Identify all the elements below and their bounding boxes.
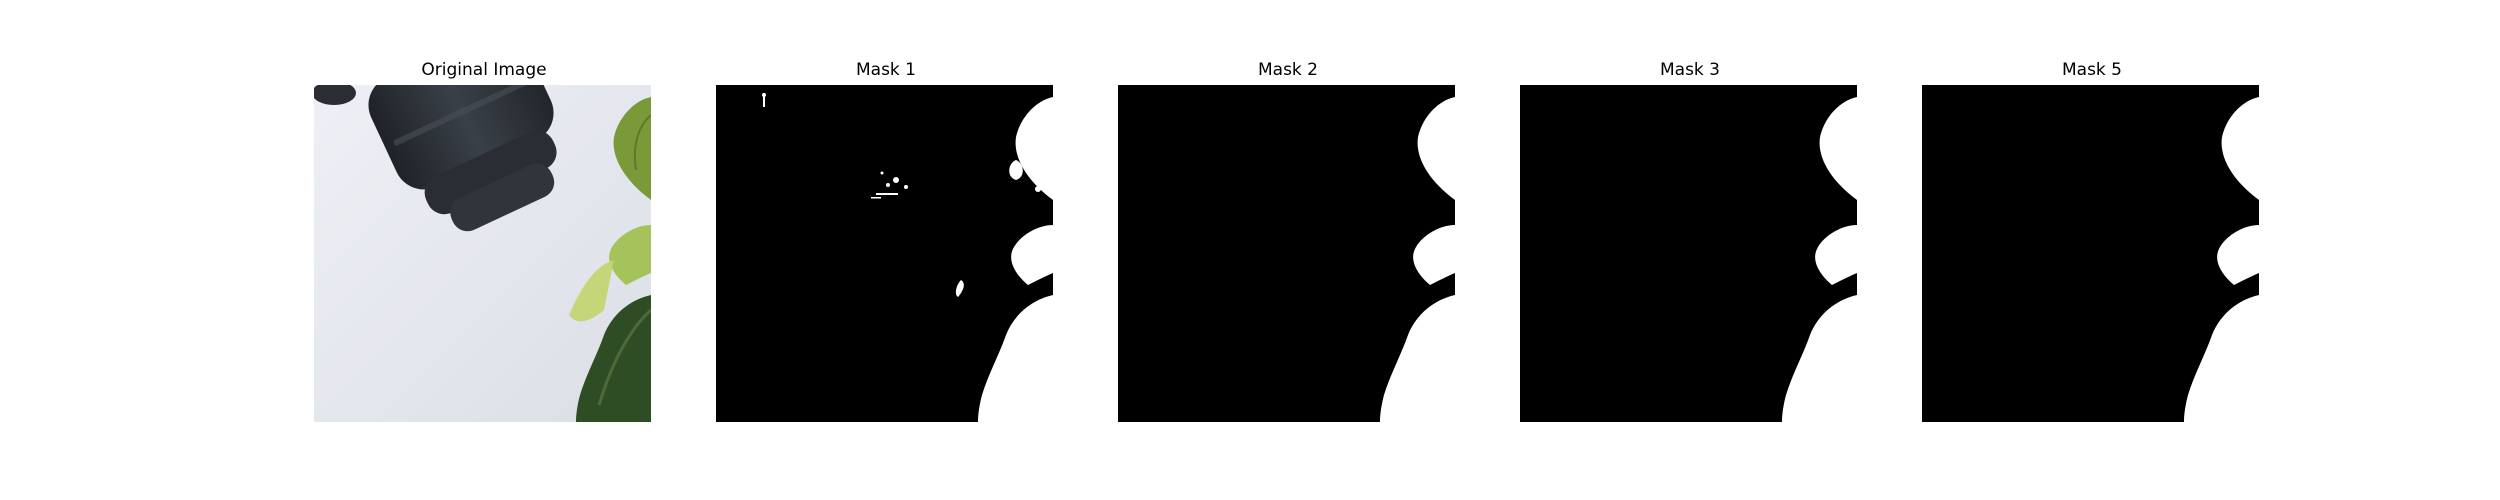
mask-image (1520, 85, 1857, 422)
panel-title: Mask 1 (855, 60, 916, 80)
original-photo (314, 85, 651, 422)
mask-image (1922, 85, 2259, 422)
panel-title: Mask 3 (1659, 60, 1720, 80)
panel-title: Mask 5 (2061, 60, 2122, 80)
panel-title: Original Image (421, 60, 547, 80)
mask-image (716, 85, 1053, 422)
mask-image (1118, 85, 1455, 422)
panel-mask-5: Mask 5 (1922, 0, 2262, 500)
panel-mask-1: Mask 1 (716, 0, 1056, 500)
panel-mask-2: Mask 2 (1118, 0, 1458, 500)
panel-mask-3: Mask 3 (1520, 0, 1860, 500)
panel-original: Original Image (314, 0, 654, 500)
panel-title: Mask 2 (1257, 60, 1318, 80)
